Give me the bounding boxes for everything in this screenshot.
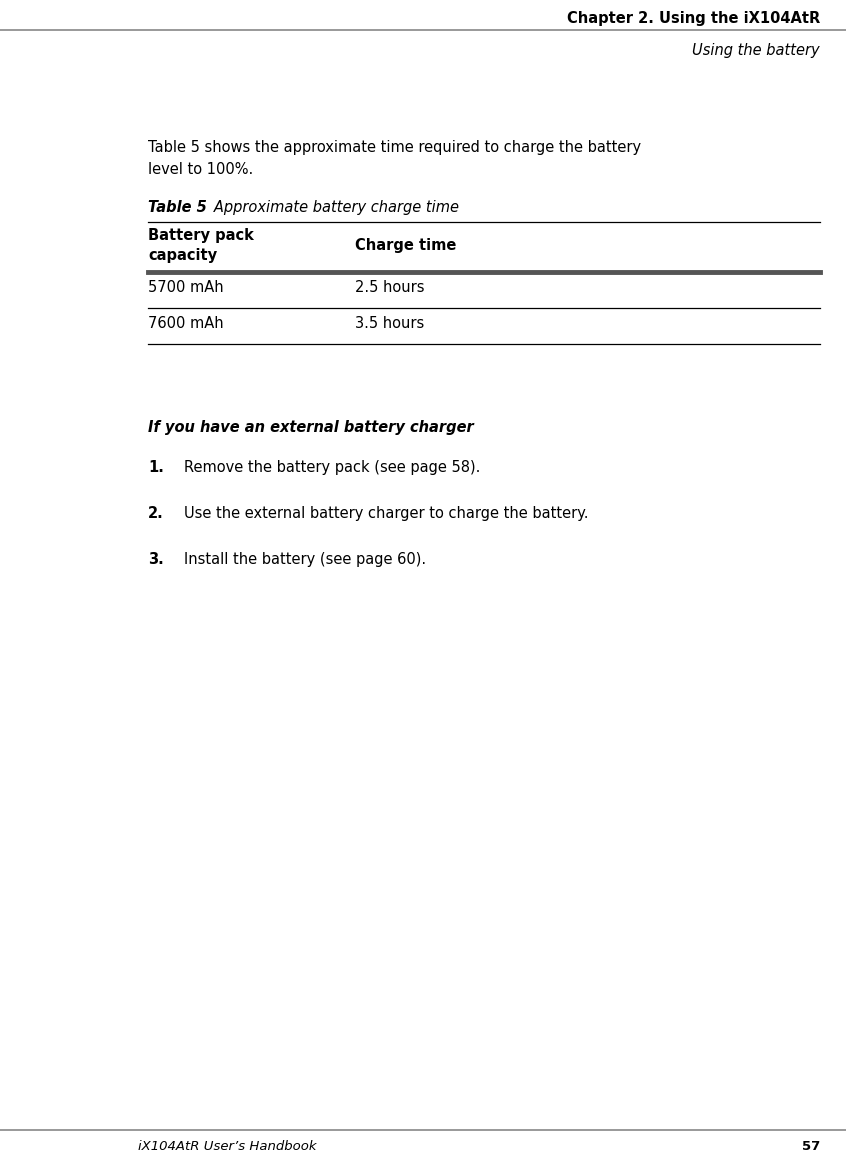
Text: Use the external battery charger to charge the battery.: Use the external battery charger to char… [184,506,589,521]
Text: 3.: 3. [148,553,164,566]
Text: 2.: 2. [148,506,164,521]
Text: level to 100%.: level to 100%. [148,162,253,177]
Text: Install the battery (see page 60).: Install the battery (see page 60). [184,553,426,566]
Text: 57: 57 [802,1140,820,1153]
Text: Approximate battery charge time: Approximate battery charge time [200,200,459,215]
Text: Charge time: Charge time [355,238,456,253]
Text: 3.5 hours: 3.5 hours [355,316,424,331]
Text: If you have an external battery charger: If you have an external battery charger [148,420,474,435]
Text: Table 5 shows the approximate time required to charge the battery: Table 5 shows the approximate time requi… [148,140,641,155]
Text: 1.: 1. [148,460,164,475]
Text: Table 5: Table 5 [148,200,206,215]
Text: iX104AtR User’s Handbook: iX104AtR User’s Handbook [138,1140,316,1153]
Text: Chapter 2. Using the iX104AtR: Chapter 2. Using the iX104AtR [567,10,820,25]
Text: capacity: capacity [148,249,217,264]
Text: Battery pack: Battery pack [148,228,254,243]
Text: 5700 mAh: 5700 mAh [148,280,223,295]
Text: Remove the battery pack (see page 58).: Remove the battery pack (see page 58). [184,460,481,475]
Text: Using the battery: Using the battery [692,43,820,58]
Text: 2.5 hours: 2.5 hours [355,280,425,295]
Text: 7600 mAh: 7600 mAh [148,316,223,331]
